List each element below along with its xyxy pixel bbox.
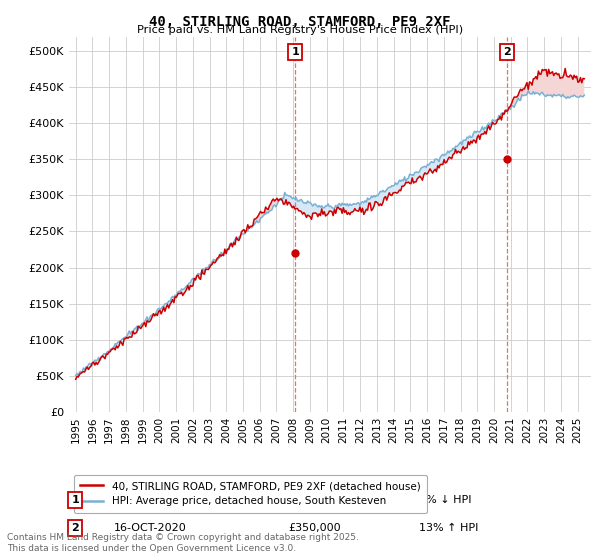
Text: £220,000: £220,000: [288, 494, 341, 505]
Legend: 40, STIRLING ROAD, STAMFORD, PE9 2XF (detached house), HPI: Average price, detac: 40, STIRLING ROAD, STAMFORD, PE9 2XF (de…: [74, 475, 427, 512]
Text: 8% ↓ HPI: 8% ↓ HPI: [419, 494, 471, 505]
Text: Contains HM Land Registry data © Crown copyright and database right 2025.
This d: Contains HM Land Registry data © Crown c…: [7, 533, 359, 553]
Text: 16-OCT-2020: 16-OCT-2020: [113, 522, 186, 533]
Text: 40, STIRLING ROAD, STAMFORD, PE9 2XF: 40, STIRLING ROAD, STAMFORD, PE9 2XF: [149, 15, 451, 29]
Text: 1: 1: [292, 47, 299, 57]
Text: 15-FEB-2008: 15-FEB-2008: [113, 494, 185, 505]
Text: Price paid vs. HM Land Registry's House Price Index (HPI): Price paid vs. HM Land Registry's House …: [137, 25, 463, 35]
Text: 2: 2: [503, 47, 511, 57]
Text: 13% ↑ HPI: 13% ↑ HPI: [419, 522, 478, 533]
Text: 1: 1: [71, 494, 79, 505]
Text: 2: 2: [71, 522, 79, 533]
Text: £350,000: £350,000: [288, 522, 341, 533]
